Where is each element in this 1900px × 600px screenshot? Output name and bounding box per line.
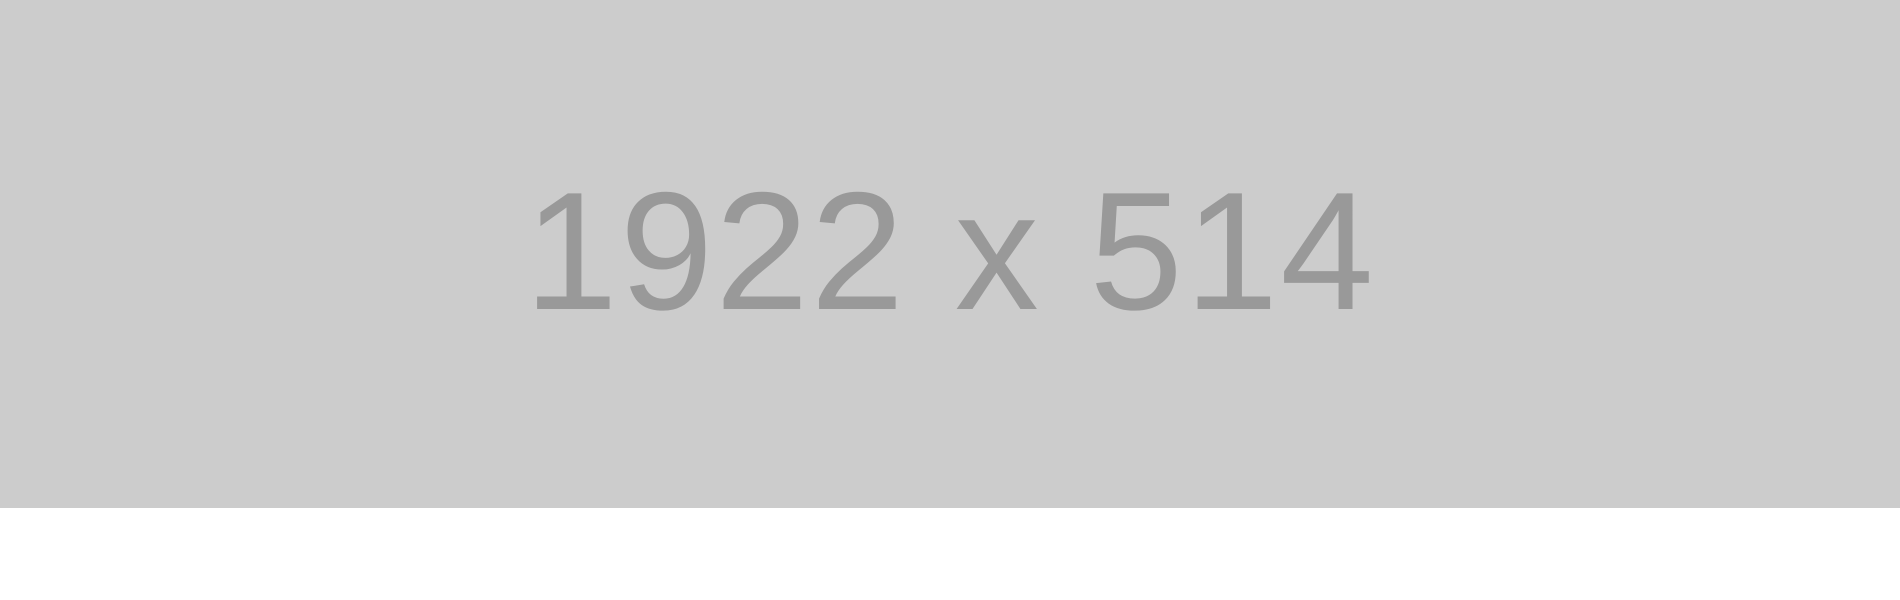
placeholder-dimensions-label: 1922 x 514	[524, 157, 1376, 345]
placeholder-image: 1922 x 514	[0, 0, 1900, 508]
